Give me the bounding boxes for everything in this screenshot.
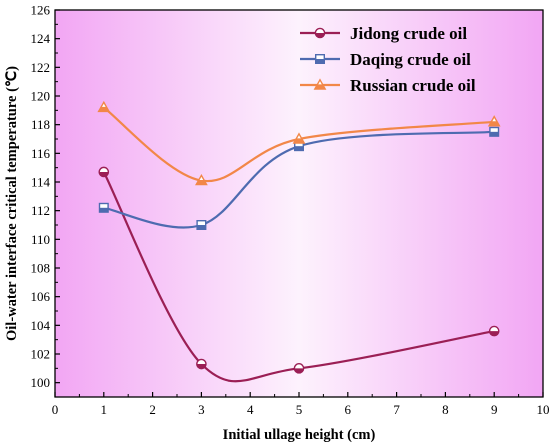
legend-item-3: Russian crude oil <box>300 76 476 95</box>
y-tick-label: 120 <box>31 89 51 104</box>
legend: Jidong crude oil Daqing crude oil Russian … <box>300 24 476 95</box>
data-point-1-4 <box>488 325 500 337</box>
x-tick-label: 8 <box>442 402 449 417</box>
series-layer <box>97 100 501 383</box>
data-point-1-1 <box>98 166 110 178</box>
legend-label: Russian crude oil <box>350 76 476 95</box>
axes-layer: 0 1 2 3 4 5 6 7 8 9 10 100 102 104 106 108 110 112 114 116 1… <box>31 3 550 418</box>
data-point-1-2 <box>196 358 207 370</box>
legend-marker <box>314 27 326 39</box>
y-tick-label: 118 <box>31 117 50 132</box>
y-tick-label: 106 <box>31 289 51 304</box>
x-tick-label: 1 <box>101 402 108 417</box>
y-tick-label: 122 <box>31 60 51 75</box>
plot-background <box>55 10 543 397</box>
legend-item-2: Daqing crude oil <box>300 50 471 69</box>
y-tick-label: 110 <box>31 232 50 247</box>
series-line-3 <box>103 106 495 183</box>
data-point-2-2 <box>196 219 207 230</box>
x-tick-label: 10 <box>537 402 550 417</box>
data-point-3-4 <box>487 115 501 127</box>
x-tick-label: 4 <box>247 402 254 417</box>
y-tick-label: 104 <box>31 318 51 333</box>
y-tick-label: 102 <box>31 347 51 362</box>
data-point-3-1 <box>97 100 111 113</box>
y-tick-label: 100 <box>31 375 51 390</box>
y-tick-label: 112 <box>31 203 50 218</box>
data-point-1-3 <box>293 363 305 374</box>
legend-label: Daqing crude oil <box>350 50 471 69</box>
x-tick-label: 3 <box>198 402 205 417</box>
x-tick-label: 2 <box>149 402 156 417</box>
y-axis-title: Oil-water interface critical temperature… <box>4 66 20 341</box>
y-tick-label: 116 <box>31 146 51 161</box>
data-point-2-4 <box>489 126 500 137</box>
x-tick-label: 0 <box>52 402 59 417</box>
x-tick-label: 7 <box>393 402 400 417</box>
x-tick-label: 9 <box>491 402 498 417</box>
legend-item-1: Jidong crude oil <box>300 24 467 43</box>
legend-marker <box>315 54 326 65</box>
x-tick-label: 5 <box>296 402 303 417</box>
legend-label: Jidong crude oil <box>350 24 467 43</box>
x-axis-title: Initial ullage height (cm) <box>223 427 376 443</box>
data-point-2-1 <box>98 202 109 213</box>
legend-marker <box>313 78 327 90</box>
y-tick-label: 124 <box>31 31 51 46</box>
y-tick-label: 108 <box>31 261 51 276</box>
data-point-3-3 <box>292 132 306 144</box>
y-tick-label: 114 <box>31 175 51 190</box>
series-line-1 <box>102 171 495 383</box>
x-tick-label: 6 <box>345 402 352 417</box>
data-point-3-2 <box>195 173 208 186</box>
y-tick-label: 126 <box>31 3 51 18</box>
series-line-2 <box>103 130 495 229</box>
